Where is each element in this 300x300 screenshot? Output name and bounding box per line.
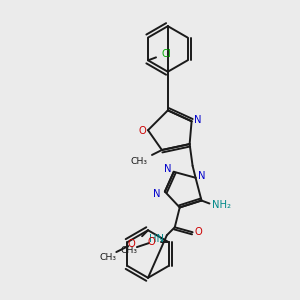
Text: HN: HN <box>149 234 164 244</box>
Text: N: N <box>198 171 205 181</box>
Text: N: N <box>164 164 172 174</box>
Text: N: N <box>153 189 161 199</box>
Text: CH₃: CH₃ <box>121 246 137 255</box>
Text: N: N <box>194 115 201 125</box>
Text: Cl: Cl <box>161 50 171 59</box>
Text: O: O <box>148 237 156 247</box>
Text: O: O <box>138 126 146 136</box>
Text: O: O <box>195 227 203 237</box>
Text: O: O <box>127 239 135 249</box>
Text: CH₃: CH₃ <box>100 254 117 262</box>
Text: CH₃: CH₃ <box>130 158 148 166</box>
Text: NH₂: NH₂ <box>212 200 231 211</box>
